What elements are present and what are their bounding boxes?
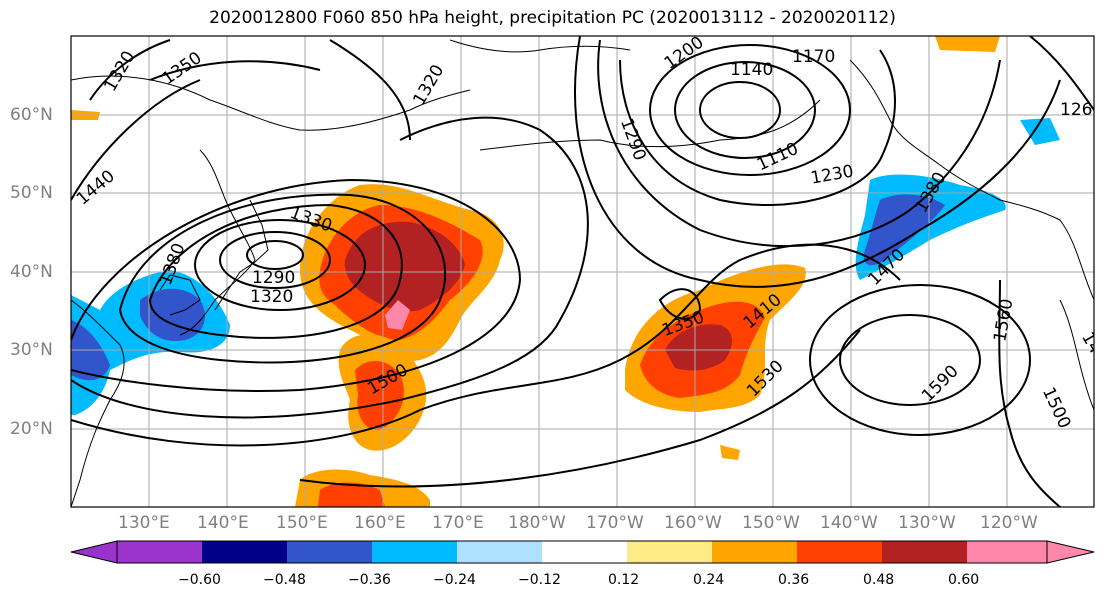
colorbar-tick: 0.36 xyxy=(778,572,810,588)
contour-label: 1170 xyxy=(792,47,835,67)
lat-label: 30°N xyxy=(10,340,53,360)
colorbar-tick: −0.48 xyxy=(263,572,306,588)
colorbar-tick: −0.36 xyxy=(348,572,391,588)
lon-label: 140°E xyxy=(197,513,249,533)
colorbar-extend-right xyxy=(1046,540,1095,564)
lat-label: 40°N xyxy=(10,262,53,282)
colorbar-tick: −0.24 xyxy=(433,572,476,588)
lon-label: 170°W xyxy=(586,513,644,533)
height-contours xyxy=(71,36,1094,507)
gridlines xyxy=(71,36,1094,507)
lat-label: 60°N xyxy=(10,105,53,125)
colorbar-tick: −0.60 xyxy=(178,572,221,588)
lon-label: 160°W xyxy=(664,513,722,533)
lon-label: 120°W xyxy=(980,513,1038,533)
lon-label: 180°W xyxy=(508,513,566,533)
lon-label: 130°W xyxy=(898,513,956,533)
coastlines xyxy=(71,39,1094,507)
colorbar-tick: 0.60 xyxy=(948,572,980,588)
lon-label: 170°E xyxy=(432,513,484,533)
contour-label: 1140 xyxy=(730,60,773,80)
lon-label: 160°E xyxy=(354,513,406,533)
colorbar-tick: −0.12 xyxy=(518,572,561,588)
colorbar-tick: 0.12 xyxy=(608,572,640,588)
lon-label: 150°W xyxy=(742,513,800,533)
lon-label: 140°W xyxy=(820,513,878,533)
colorbar-tick: 0.24 xyxy=(693,572,725,588)
lat-label: 20°N xyxy=(10,419,53,439)
contour-label: 1320 xyxy=(250,287,293,307)
lon-label: 150°E xyxy=(276,513,328,533)
colorbar-extend-left xyxy=(70,540,118,564)
lat-label: 50°N xyxy=(10,183,53,203)
lon-label: 130°E xyxy=(118,513,170,533)
map-title: 2020012800 F060 850 hPa height, precipit… xyxy=(209,8,896,28)
colorbar-tick: 0.48 xyxy=(863,572,895,588)
contour-label: 1290 xyxy=(252,268,295,288)
colorbar xyxy=(70,540,1095,564)
map-frame xyxy=(70,35,1095,508)
contour-label: 1260 xyxy=(1060,100,1103,120)
